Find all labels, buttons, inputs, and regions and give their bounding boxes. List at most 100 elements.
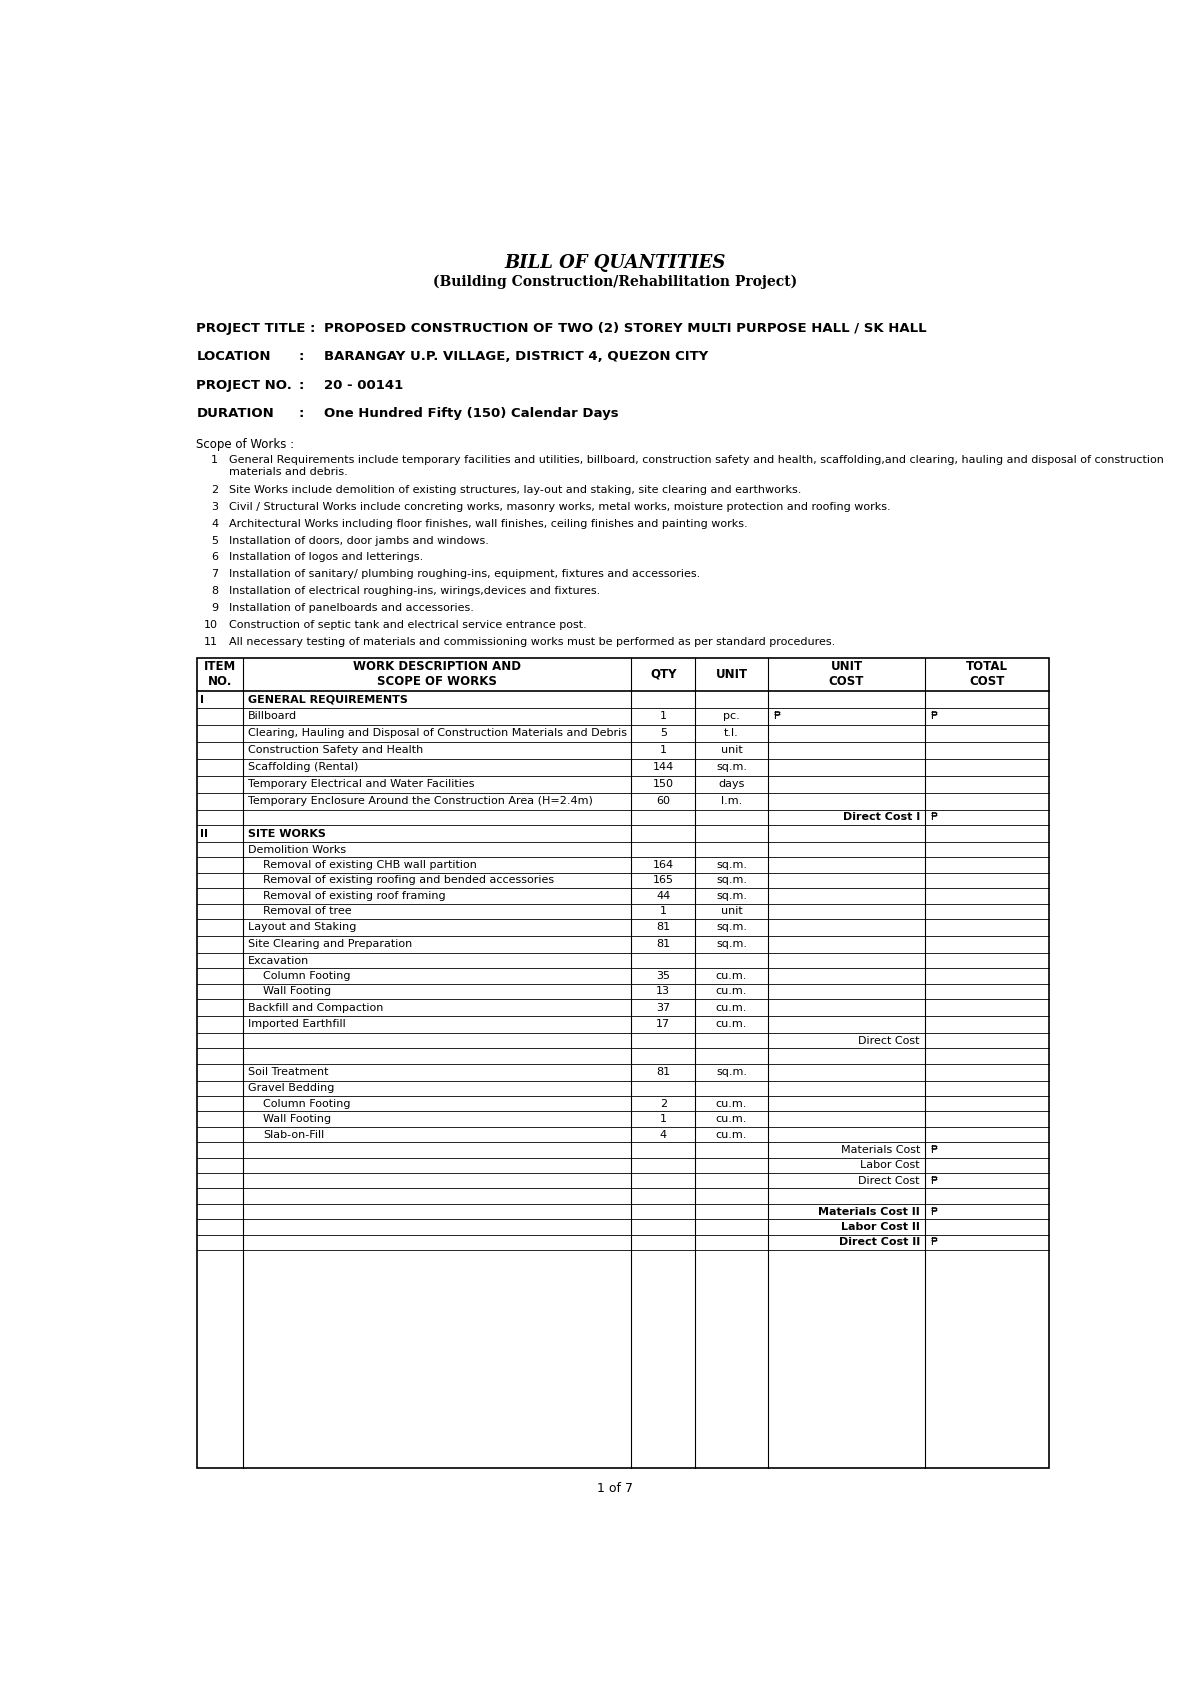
Text: Column Footing: Column Footing bbox=[263, 971, 350, 981]
Text: PROPOSED CONSTRUCTION OF TWO (2) STOREY MULTI PURPOSE HALL / SK HALL: PROPOSED CONSTRUCTION OF TWO (2) STOREY … bbox=[324, 322, 928, 334]
Text: unit: unit bbox=[720, 745, 743, 755]
Text: 1: 1 bbox=[211, 455, 218, 465]
Text: General Requirements include temporary facilities and utilities, billboard, cons: General Requirements include temporary f… bbox=[229, 455, 1164, 477]
Text: Imported Earthfill: Imported Earthfill bbox=[248, 1020, 346, 1030]
Text: Installation of panelboards and accessories.: Installation of panelboards and accessor… bbox=[229, 602, 474, 613]
Text: sq.m.: sq.m. bbox=[716, 1067, 746, 1078]
Text: Labor Cost II: Labor Cost II bbox=[841, 1222, 920, 1232]
Text: sq.m.: sq.m. bbox=[716, 762, 746, 772]
Text: cu.m.: cu.m. bbox=[715, 971, 748, 981]
Text: Wall Footing: Wall Footing bbox=[263, 1115, 331, 1123]
Text: 13: 13 bbox=[656, 986, 671, 996]
Text: cu.m.: cu.m. bbox=[715, 1115, 748, 1123]
Text: PROJECT NO.: PROJECT NO. bbox=[197, 378, 293, 392]
Text: ₱: ₱ bbox=[931, 813, 938, 823]
Text: 2: 2 bbox=[660, 1098, 667, 1108]
Text: 7: 7 bbox=[211, 570, 218, 579]
Text: ₱: ₱ bbox=[931, 1145, 938, 1156]
Text: 35: 35 bbox=[656, 971, 671, 981]
Text: 20 - 00141: 20 - 00141 bbox=[324, 378, 403, 392]
Text: BARANGAY U.P. VILLAGE, DISTRICT 4, QUEZON CITY: BARANGAY U.P. VILLAGE, DISTRICT 4, QUEZO… bbox=[324, 350, 709, 363]
Text: DURATION: DURATION bbox=[197, 407, 275, 421]
Text: l.m.: l.m. bbox=[721, 796, 742, 806]
Text: cu.m.: cu.m. bbox=[715, 1020, 748, 1030]
Text: 81: 81 bbox=[656, 1067, 671, 1078]
Text: 1: 1 bbox=[660, 906, 667, 916]
Text: Construction of septic tank and electrical service entrance post.: Construction of septic tank and electric… bbox=[229, 619, 587, 630]
Text: 150: 150 bbox=[653, 779, 673, 789]
Text: Layout and Staking: Layout and Staking bbox=[248, 923, 356, 932]
Text: cu.m.: cu.m. bbox=[715, 986, 748, 996]
Text: QTY: QTY bbox=[650, 669, 677, 680]
Text: 17: 17 bbox=[656, 1020, 671, 1030]
Text: 164: 164 bbox=[653, 860, 674, 871]
Text: Installation of sanitary/ plumbing roughing-ins, equipment, fixtures and accesso: Installation of sanitary/ plumbing rough… bbox=[229, 570, 701, 579]
Text: sq.m.: sq.m. bbox=[716, 860, 746, 871]
Text: Installation of doors, door jambs and windows.: Installation of doors, door jambs and wi… bbox=[229, 536, 488, 545]
Text: Materials Cost: Materials Cost bbox=[840, 1145, 920, 1156]
Text: Demolition Works: Demolition Works bbox=[248, 845, 346, 855]
Text: 81: 81 bbox=[656, 940, 671, 949]
Text: 9: 9 bbox=[211, 602, 218, 613]
Text: UNIT
COST: UNIT COST bbox=[829, 660, 864, 689]
Bar bbox=[197, 658, 1049, 1468]
Text: unit: unit bbox=[720, 906, 743, 916]
Text: ₱: ₱ bbox=[931, 1237, 938, 1247]
Text: ₱: ₱ bbox=[931, 1176, 938, 1186]
Text: One Hundred Fifty (150) Calendar Days: One Hundred Fifty (150) Calendar Days bbox=[324, 407, 619, 421]
Text: Direct Cost I: Direct Cost I bbox=[842, 813, 920, 823]
Text: pc.: pc. bbox=[724, 711, 740, 721]
Text: Excavation: Excavation bbox=[248, 955, 310, 966]
Text: 37: 37 bbox=[656, 1003, 671, 1013]
Text: 1: 1 bbox=[660, 1115, 667, 1123]
Text: Removal of existing roofing and bended accessories: Removal of existing roofing and bended a… bbox=[263, 876, 554, 886]
Text: WORK DESCRIPTION AND
SCOPE OF WORKS: WORK DESCRIPTION AND SCOPE OF WORKS bbox=[353, 660, 521, 689]
Text: ₱: ₱ bbox=[773, 711, 780, 721]
Text: 3: 3 bbox=[211, 502, 218, 511]
Text: SITE WORKS: SITE WORKS bbox=[248, 828, 326, 838]
Text: 6: 6 bbox=[211, 553, 218, 562]
Text: TOTAL
COST: TOTAL COST bbox=[966, 660, 1008, 689]
Text: Architectural Works including floor finishes, wall finishes, ceiling finishes an: Architectural Works including floor fini… bbox=[229, 519, 748, 528]
Text: 1: 1 bbox=[660, 745, 667, 755]
Text: days: days bbox=[719, 779, 745, 789]
Text: :: : bbox=[299, 378, 304, 392]
Text: Removal of existing CHB wall partition: Removal of existing CHB wall partition bbox=[263, 860, 476, 871]
Text: Scope of Works :: Scope of Works : bbox=[197, 438, 295, 451]
Text: Direct Cost: Direct Cost bbox=[858, 1176, 920, 1186]
Text: 44: 44 bbox=[656, 891, 671, 901]
Text: Column Footing: Column Footing bbox=[263, 1098, 350, 1108]
Text: sq.m.: sq.m. bbox=[716, 876, 746, 886]
Text: Site Clearing and Preparation: Site Clearing and Preparation bbox=[248, 940, 413, 949]
Text: :: : bbox=[299, 407, 304, 421]
Text: Wall Footing: Wall Footing bbox=[263, 986, 331, 996]
Text: Slab-on-Fill: Slab-on-Fill bbox=[263, 1130, 324, 1140]
Text: II: II bbox=[200, 828, 209, 838]
Text: LOCATION: LOCATION bbox=[197, 350, 271, 363]
Text: Temporary Electrical and Water Facilities: Temporary Electrical and Water Facilitie… bbox=[248, 779, 474, 789]
Text: cu.m.: cu.m. bbox=[715, 1003, 748, 1013]
Text: GENERAL REQUIREMENTS: GENERAL REQUIREMENTS bbox=[248, 694, 408, 704]
Text: Construction Safety and Health: Construction Safety and Health bbox=[248, 745, 424, 755]
Text: Temporary Enclosure Around the Construction Area (H=2.4m): Temporary Enclosure Around the Construct… bbox=[248, 796, 593, 806]
Text: Civil / Structural Works include concreting works, masonry works, metal works, m: Civil / Structural Works include concret… bbox=[229, 502, 890, 511]
Text: (Building Construction/Rehabilitation Project): (Building Construction/Rehabilitation Pr… bbox=[433, 275, 797, 290]
Text: UNIT: UNIT bbox=[715, 669, 748, 680]
Text: Direct Cost II: Direct Cost II bbox=[839, 1237, 920, 1247]
Text: ITEM
NO.: ITEM NO. bbox=[204, 660, 236, 689]
Text: 5: 5 bbox=[660, 728, 667, 738]
Text: 2: 2 bbox=[211, 485, 218, 496]
Text: Gravel Bedding: Gravel Bedding bbox=[248, 1083, 335, 1093]
Text: :: : bbox=[299, 350, 304, 363]
Text: Removal of existing roof framing: Removal of existing roof framing bbox=[263, 891, 445, 901]
Text: 144: 144 bbox=[653, 762, 674, 772]
Text: Site Works include demolition of existing structures, lay-out and staking, site : Site Works include demolition of existin… bbox=[229, 485, 802, 496]
Text: 5: 5 bbox=[211, 536, 218, 545]
Text: t.l.: t.l. bbox=[724, 728, 739, 738]
Text: Direct Cost: Direct Cost bbox=[858, 1035, 920, 1045]
Text: ₱: ₱ bbox=[931, 1207, 938, 1217]
Text: I: I bbox=[200, 694, 204, 704]
Text: All necessary testing of materials and commissioning works must be performed as : All necessary testing of materials and c… bbox=[229, 636, 835, 647]
Text: 1: 1 bbox=[660, 711, 667, 721]
Text: Soil Treatment: Soil Treatment bbox=[248, 1067, 329, 1078]
